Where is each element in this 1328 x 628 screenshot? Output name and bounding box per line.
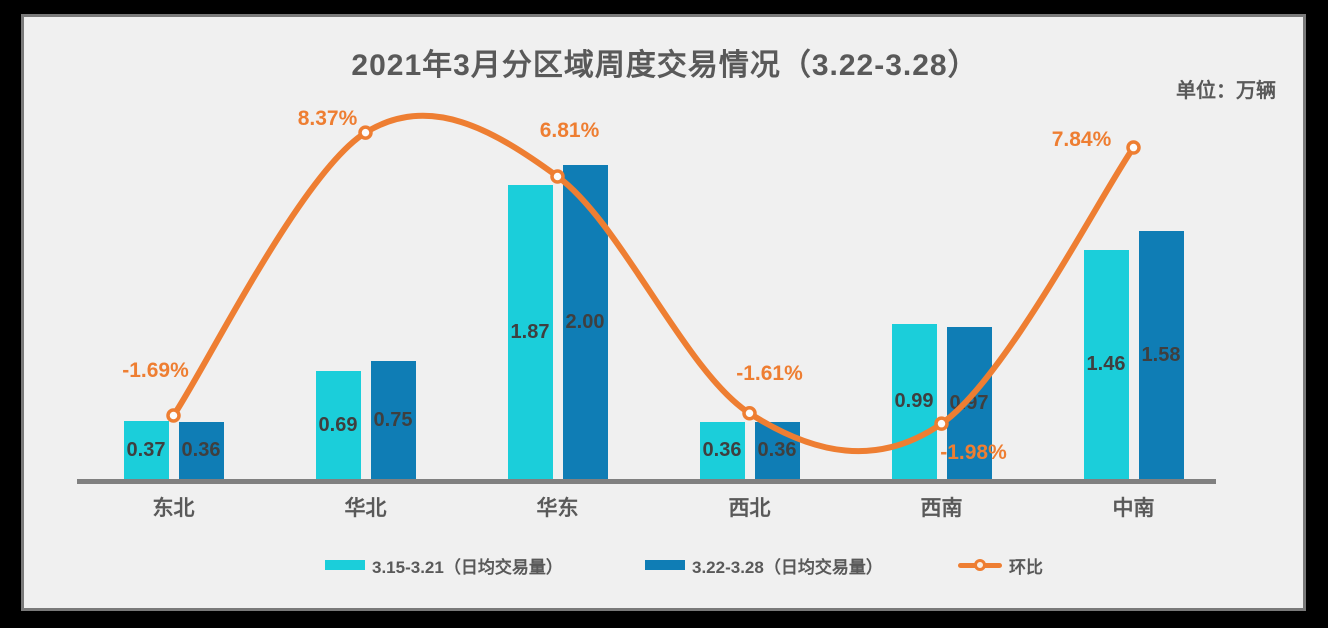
category-label-4: 西南: [920, 497, 963, 520]
bar-series1-3: 0.36: [699, 422, 745, 479]
bar-value-label: 0.36: [181, 439, 221, 461]
x-axis-line: [77, 479, 1216, 484]
trend-point-marker-2: [550, 169, 565, 184]
line-value-label-4: -1.98%: [940, 440, 1007, 464]
trend-line: [170, 112, 1137, 455]
bar-series1-1: 0.69: [315, 371, 361, 479]
trend-point-marker-4: [934, 416, 949, 431]
category-label-3: 西北: [728, 497, 771, 520]
legend-line-swatch: [958, 559, 1002, 571]
bar-value-label: 0.37: [126, 438, 166, 461]
unit-label: 单位：万辆: [1176, 80, 1276, 102]
legend-item-week1: 3.15-3.21（日均交易量）: [325, 552, 563, 578]
category-label-5: 中南: [1112, 497, 1155, 520]
bar-value-label: 0.69: [318, 413, 358, 436]
trend-point-marker-5: [1126, 140, 1141, 155]
line-value-label-2: 6.81%: [539, 118, 600, 142]
bar-series2-5: 1.58: [1138, 231, 1184, 479]
bar-value-label: 1.87: [510, 320, 550, 343]
legend-item-huanbi: 环比: [958, 552, 1043, 578]
bar-value-label: 0.36: [757, 439, 797, 461]
legend-item-week2: 3.22-3.28（日均交易量）: [645, 552, 883, 578]
legend-label-huanbi: 环比: [1009, 557, 1043, 577]
category-label-1: 华北: [344, 497, 387, 520]
line-value-label-1: 8.37%: [297, 106, 358, 130]
bar-series2-1: 0.75: [370, 361, 416, 479]
chart-title: 2021年3月分区域周度交易情况（3.22-3.28）: [351, 49, 979, 82]
legend-swatch-week2: [645, 560, 685, 570]
bar-value-label: 2.00: [565, 310, 605, 333]
trend-point-marker-0: [166, 408, 181, 423]
category-label-2: 华东: [536, 497, 579, 520]
bar-value-label: 1.46: [1086, 353, 1126, 375]
bar-series1-0: 0.37: [123, 421, 169, 479]
line-value-label-5: 7.84%: [1051, 127, 1112, 151]
bar-value-label: 0.36: [702, 439, 742, 461]
bar-value-label: 1.58: [1141, 343, 1181, 366]
bar-series2-0: 0.36: [178, 422, 224, 479]
trend-point-marker-1: [358, 125, 373, 140]
legend-label-week1: 3.15-3.21（日均交易量）: [372, 557, 563, 577]
bar-series1-2: 1.87: [507, 185, 553, 479]
legend-label-week2: 3.22-3.28（日均交易量）: [692, 557, 883, 577]
line-value-label-3: -1.61%: [736, 362, 803, 386]
bar-value-label: 0.75: [373, 408, 413, 431]
line-value-label-0: -1.69%: [122, 358, 189, 382]
bar-value-label: 0.99: [894, 390, 934, 412]
legend-line-marker-icon: [974, 559, 986, 571]
trend-point-marker-3: [742, 406, 757, 421]
bar-series1-5: 1.46: [1083, 250, 1129, 479]
bar-series1-4: 0.99: [891, 324, 937, 479]
category-label-0: 东北: [152, 497, 195, 520]
legend-swatch-week1: [325, 560, 365, 570]
